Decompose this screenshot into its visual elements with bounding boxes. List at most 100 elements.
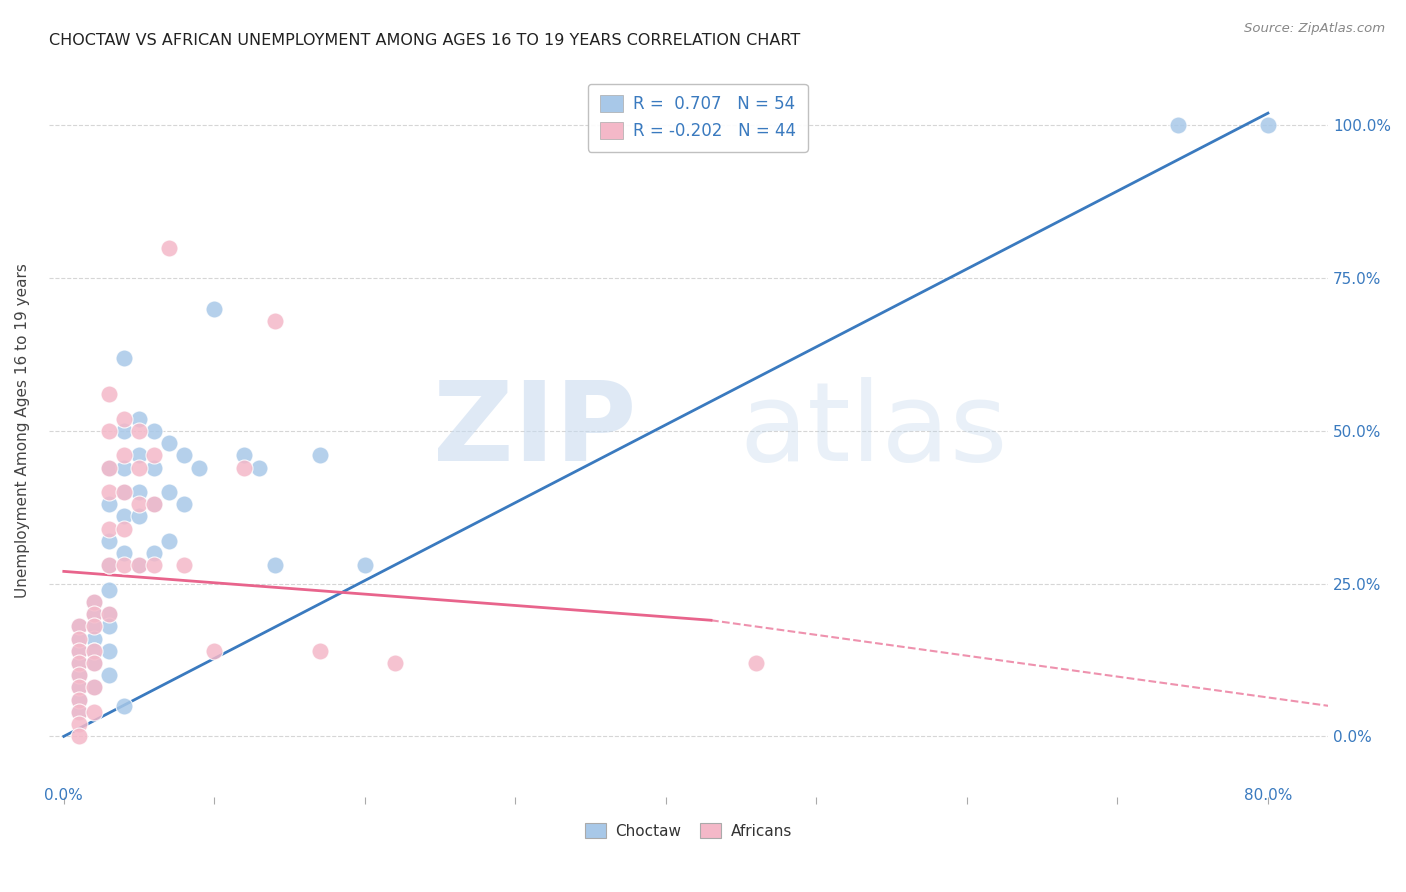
Point (188, 460, 211, 475)
Point (97, 522, 120, 536)
Point (308, 644, 330, 658)
Point (173, 497, 195, 511)
Point (67, 632, 90, 646)
Point (83, 681, 105, 695)
Point (202, 301, 225, 316)
Point (353, 558, 375, 573)
Point (97, 558, 120, 573)
Point (83, 656, 105, 670)
Y-axis label: Unemployment Among Ages 16 to 19 years: Unemployment Among Ages 16 to 19 years (15, 263, 30, 599)
Point (97, 460, 120, 475)
Point (83, 595, 105, 609)
Point (67, 656, 90, 670)
Point (97, 460, 120, 475)
Text: atlas: atlas (740, 377, 1008, 484)
Point (97, 387, 120, 401)
Point (97, 668, 120, 682)
Point (112, 558, 135, 573)
Point (67, 692, 90, 706)
Point (1257, 119, 1279, 133)
Point (67, 619, 90, 633)
Point (67, 705, 90, 719)
Point (128, 509, 150, 524)
Point (97, 607, 120, 622)
Point (112, 485, 135, 500)
Point (97, 533, 120, 548)
Point (745, 656, 768, 670)
Point (112, 522, 135, 536)
Text: CHOCTAW VS AFRICAN UNEMPLOYMENT AMONG AGES 16 TO 19 YEARS CORRELATION CHART: CHOCTAW VS AFRICAN UNEMPLOYMENT AMONG AG… (49, 33, 800, 48)
Point (83, 619, 105, 633)
Point (173, 448, 195, 462)
Point (143, 448, 166, 462)
Point (67, 668, 90, 682)
Point (112, 411, 135, 425)
Point (263, 314, 285, 328)
Point (97, 644, 120, 658)
Point (83, 644, 105, 658)
Point (83, 681, 105, 695)
Point (157, 241, 180, 255)
Point (128, 411, 150, 425)
Point (263, 558, 285, 573)
Point (83, 656, 105, 670)
Point (67, 717, 90, 731)
Point (67, 644, 90, 658)
Point (97, 424, 120, 438)
Point (83, 595, 105, 609)
Point (67, 632, 90, 646)
Point (83, 632, 105, 646)
Text: Source: ZipAtlas.com: Source: ZipAtlas.com (1244, 22, 1385, 36)
Point (1167, 119, 1189, 133)
Point (83, 619, 105, 633)
Point (97, 607, 120, 622)
Point (143, 546, 166, 560)
Point (384, 656, 406, 670)
Point (112, 424, 135, 438)
Point (143, 497, 166, 511)
Text: 80.0%: 80.0% (1244, 789, 1292, 804)
Point (83, 607, 105, 622)
Point (97, 497, 120, 511)
Point (112, 351, 135, 365)
Legend: Choctaw, Africans: Choctaw, Africans (579, 816, 799, 845)
Point (249, 460, 271, 475)
Point (97, 558, 120, 573)
Point (67, 619, 90, 633)
Point (233, 460, 256, 475)
Point (67, 705, 90, 719)
Point (128, 460, 150, 475)
Point (67, 668, 90, 682)
Point (173, 558, 195, 573)
Point (112, 448, 135, 462)
Point (83, 607, 105, 622)
Point (112, 485, 135, 500)
Point (157, 436, 180, 450)
Point (97, 582, 120, 597)
Point (97, 485, 120, 500)
Point (67, 644, 90, 658)
Point (143, 558, 166, 573)
Point (157, 485, 180, 500)
Point (67, 656, 90, 670)
Point (143, 460, 166, 475)
Point (112, 460, 135, 475)
Text: 0.0%: 0.0% (45, 789, 83, 804)
Text: ZIP: ZIP (433, 377, 636, 484)
Point (67, 681, 90, 695)
Point (83, 705, 105, 719)
Point (67, 681, 90, 695)
Point (128, 485, 150, 500)
Point (143, 497, 166, 511)
Point (67, 730, 90, 744)
Point (128, 558, 150, 573)
Point (308, 448, 330, 462)
Point (128, 424, 150, 438)
Point (112, 509, 135, 524)
Point (128, 497, 150, 511)
Point (112, 698, 135, 713)
Point (143, 424, 166, 438)
Point (83, 644, 105, 658)
Point (233, 448, 256, 462)
Point (97, 619, 120, 633)
